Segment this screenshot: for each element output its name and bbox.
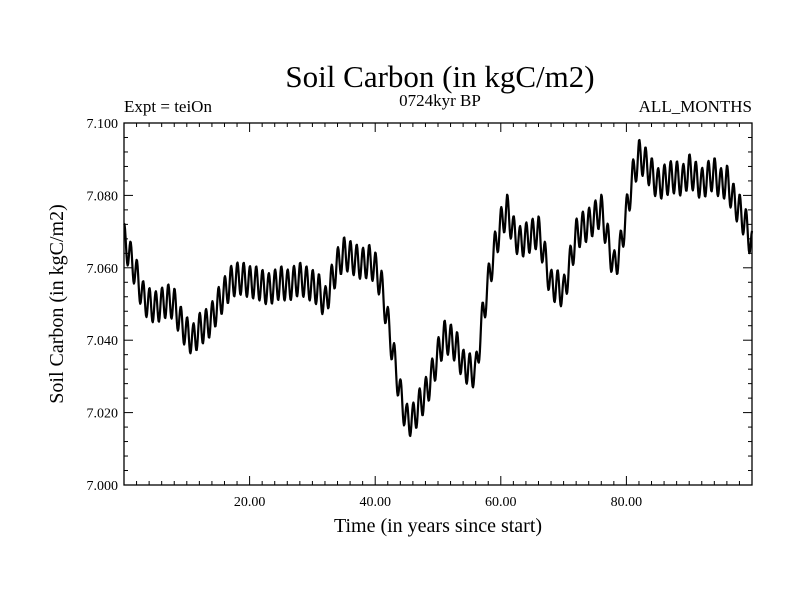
chart-title: Soil Carbon (in kgC/m2) <box>285 59 594 94</box>
y-tick-labels: 7.000 7.020 7.040 7.060 7.080 7.100 <box>87 117 119 494</box>
plot-frame <box>123 122 753 486</box>
y-tick-label: 7.080 <box>87 189 119 204</box>
y-tick-label: 7.040 <box>87 334 119 349</box>
x-tick-label: 60.00 <box>485 495 517 510</box>
months-label: ALL_MONTHS <box>639 97 752 116</box>
x-tick-label: 80.00 <box>611 495 643 510</box>
series-line-soil-carbon <box>123 138 754 438</box>
y-tick-label: 7.100 <box>87 117 119 132</box>
y-axis-label: Soil Carbon (in kgC/m2) <box>46 204 68 403</box>
experiment-label: Expt = teiOn <box>124 97 212 116</box>
y-tick-label: 7.060 <box>87 262 119 277</box>
x-tick-labels: 20.00 40.00 60.00 80.00 <box>234 495 642 510</box>
y-tick-label: 7.020 <box>87 407 119 422</box>
period-label: 0724kyr BP <box>399 91 481 110</box>
y-tick-label: 7.000 <box>87 479 119 494</box>
x-axis-label: Time (in years since start) <box>334 515 542 537</box>
axis-ticks <box>124 123 752 485</box>
x-tick-label: 20.00 <box>234 495 266 510</box>
x-tick-label: 40.00 <box>359 495 391 510</box>
